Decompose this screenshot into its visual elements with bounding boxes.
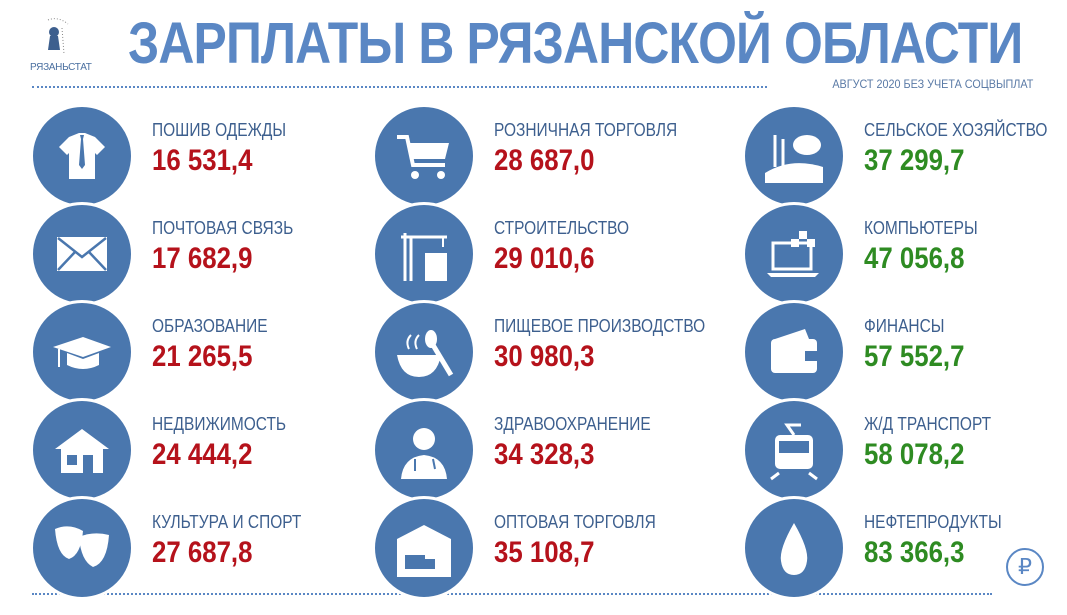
theater-masks-icon [55,526,109,567]
icon-circle [30,300,134,404]
industry-item: Ж/Д ТРАНСПОРТ 58 078,2 [742,398,1067,502]
page-subtitle: АВГУСТ 2020 БЕЗ УЧЕТА СОЦВЫПЛАТ [832,77,1033,91]
icon-circle [372,300,476,404]
industry-label: СТРОИТЕЛЬСТВО [494,218,630,238]
icon-circle [742,104,846,208]
envelope-icon [57,237,107,271]
icon-circle [742,398,846,502]
industry-label: ПОШИВ ОДЕЖДЫ [152,120,287,140]
oil-drop-icon [780,523,808,575]
icon-circle [372,398,476,502]
industry-label: СЕЛЬСКОЕ ХОЗЯЙСТВО [864,120,1048,140]
industry-item: НЕФТЕПРОДУКТЫ 83 366,3 [742,496,1067,600]
industry-label: НЕФТЕПРОДУКТЫ [864,512,1002,532]
salary-value: 30 980,3 [494,340,595,373]
divider-top [32,86,767,88]
salary-value: 37 299,7 [864,144,965,177]
salary-value: 16 531,4 [152,144,253,177]
industry-label: КОМПЬЮТЕРЫ [864,218,978,238]
logo-text: РЯЗАНЬСТАТ [30,62,92,73]
industry-label: НЕДВИЖИМОСТЬ [152,414,287,434]
salary-value: 57 552,7 [864,340,965,373]
icon-circle [372,496,476,600]
salary-value: 27 687,8 [152,536,253,569]
wallet-icon [771,329,817,373]
industry-label: ФИНАНСЫ [864,316,945,336]
industry-item: ПОШИВ ОДЕЖДЫ 16 531,4 [30,104,370,208]
industry-label: Ж/Д ТРАНСПОРТ [864,414,992,434]
industry-item: ОПТОВАЯ ТОРГОВЛЯ 35 108,7 [372,496,712,600]
laptop-icon [767,231,819,277]
industry-label: РОЗНИЧНАЯ ТОРГОВЛЯ [494,120,678,140]
train-icon [770,423,818,481]
icon-circle [742,300,846,404]
industry-item: НЕДВИЖИМОСТЬ 24 444,2 [30,398,370,502]
icon-circle [742,202,846,306]
logo-emblem-icon [47,18,69,55]
icon-circle [372,104,476,208]
salary-value: 24 444,2 [152,438,253,471]
icon-circle [30,104,134,208]
warehouse-truck-icon [397,525,451,577]
icon-circle [372,202,476,306]
industry-label: КУЛЬТУРА И СПОРТ [152,512,302,532]
industry-item: ОБРАЗОВАНИЕ 21 265,5 [30,300,370,404]
salary-value: 58 078,2 [864,438,965,471]
icon-circle [30,398,134,502]
page-title: ЗАРПЛАТЫ В РЯЗАНСКОЙ ОБЛАСТИ [128,11,1023,76]
industry-label: ПОЧТОВАЯ СВЯЗЬ [152,218,294,238]
salary-value: 21 265,5 [152,340,253,373]
salary-value: 47 056,8 [864,242,965,275]
salary-value: 29 010,6 [494,242,595,275]
industry-item: РОЗНИЧНАЯ ТОРГОВЛЯ 28 687,0 [372,104,712,208]
icon-circle [742,496,846,600]
industry-item: ФИНАНСЫ 57 552,7 [742,300,1067,404]
industry-item: КУЛЬТУРА И СПОРТ 27 687,8 [30,496,370,600]
industry-item: ПОЧТОВАЯ СВЯЗЬ 17 682,9 [30,202,370,306]
doctor-icon [401,428,447,479]
industry-item: ПИЩЕВОЕ ПРОИЗВОДСТВО 30 980,3 [372,300,712,404]
shopping-cart-icon [397,135,449,179]
salary-value: 35 108,7 [494,536,595,569]
industry-label: ОПТОВАЯ ТОРГОВЛЯ [494,512,656,532]
industry-item: СЕЛЬСКОЕ ХОЗЯЙСТВО 37 299,7 [742,104,1067,208]
icon-circle [30,496,134,600]
industry-item: СТРОИТЕЛЬСТВО 29 010,6 [372,202,712,306]
icon-circle [30,202,134,306]
industry-item: КОМПЬЮТЕРЫ 47 056,8 [742,202,1067,306]
crane-building-icon [401,233,447,281]
graduation-cap-icon [53,337,111,369]
salary-value: 17 682,9 [152,242,253,275]
rosstat-logo: РЯЗАНЬСТАТ [30,14,110,76]
industry-label: ОБРАЗОВАНИЕ [152,316,268,336]
house-icon [55,429,109,473]
industry-item: ЗДРАВООХРАНЕНИЕ 34 328,3 [372,398,712,502]
industry-label: ПИЩЕВОЕ ПРОИЗВОДСТВО [494,316,706,336]
farm-icon [765,135,823,183]
salary-value: 34 328,3 [494,438,595,471]
industry-label: ЗДРАВООХРАНЕНИЕ [494,414,651,434]
divider-bottom [32,593,992,595]
bowl-spoon-icon [397,330,454,377]
ruble-icon: ₽ [1006,548,1044,586]
salary-value: 83 366,3 [864,536,965,569]
shirt-tie-icon [59,133,105,179]
salary-value: 28 687,0 [494,144,595,177]
